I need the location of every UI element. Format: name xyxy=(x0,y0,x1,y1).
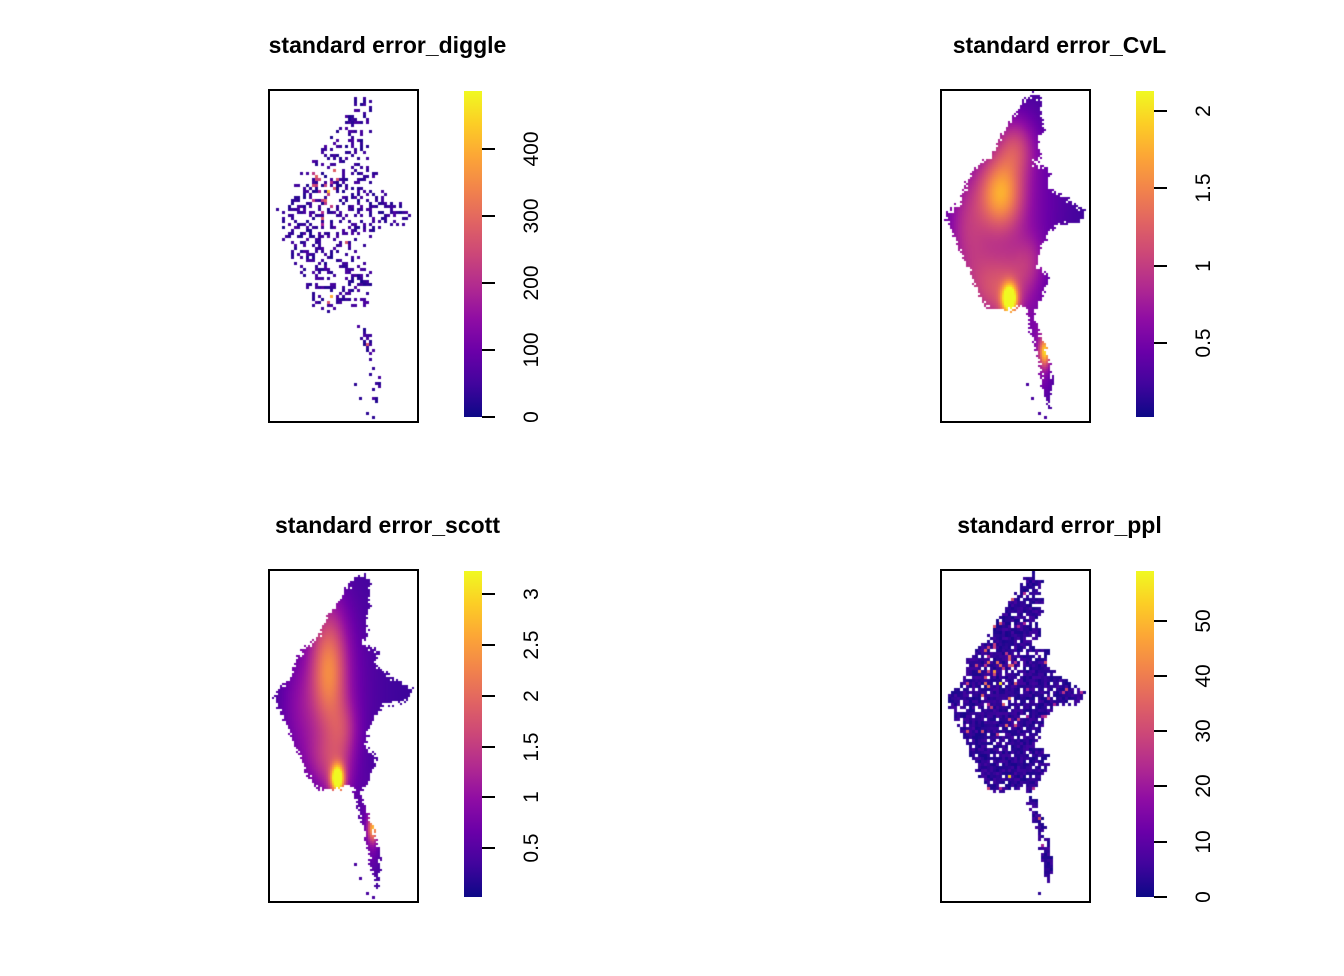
colorbar-tick xyxy=(1154,730,1167,733)
colorbar-tick-label: 2 xyxy=(520,690,543,702)
colorbar-tick xyxy=(482,644,495,647)
panel-standard-error-ppl: standard error_ppl 0 10 20 30 40 50 xyxy=(712,496,1344,976)
map-plot-box-cvl xyxy=(940,89,1091,423)
colorbar-tick xyxy=(1154,785,1167,788)
colorbar-tick-label: 1 xyxy=(1192,259,1215,272)
colorbar-tick xyxy=(482,215,495,218)
colorbar-gradient-scott xyxy=(464,571,482,897)
map-plot-box-diggle xyxy=(268,89,419,423)
colorbar-tick xyxy=(482,349,495,352)
colorbar-tick xyxy=(482,745,495,748)
colorbar-tick-label: 100 xyxy=(520,332,543,368)
map-raster-ppl xyxy=(942,571,1089,901)
map-plot-box-ppl xyxy=(940,569,1091,903)
colorbar-tick-label: 0 xyxy=(520,411,543,423)
colorbar-tick xyxy=(1154,264,1167,267)
panel-title-ppl: standard error_ppl xyxy=(957,512,1162,538)
colorbar-tick-label: 300 xyxy=(520,198,543,234)
colorbar-tick-label: 50 xyxy=(1192,609,1215,633)
colorbar-tick xyxy=(1154,341,1167,344)
colorbar-tick xyxy=(482,416,495,418)
colorbar-tick-label: 400 xyxy=(520,131,543,167)
panel-standard-error-cvl: standard error_CvL 0.5 1 1.5 2 xyxy=(712,16,1344,496)
colorbar-tick-label: 10 xyxy=(1192,830,1215,854)
colorbar-tick-label: 1 xyxy=(520,791,543,804)
panel-title-diggle: standard error_diggle xyxy=(268,32,507,58)
colorbar-tick-label: 0.5 xyxy=(520,833,543,863)
colorbar-tick-label: 0 xyxy=(1192,891,1215,903)
colorbar-tick xyxy=(1154,110,1167,113)
colorbar-tick-label: 200 xyxy=(520,265,543,301)
colorbar-tick xyxy=(482,847,495,850)
colorbar-tick xyxy=(482,148,495,151)
colorbar-tick xyxy=(482,593,495,596)
colorbar-tick-label: 3 xyxy=(520,588,543,601)
panel-standard-error-diggle: standard error_diggle 0 100 200 300 400 xyxy=(40,16,712,496)
colorbar-tick-label: 30 xyxy=(1192,719,1215,743)
colorbar-tick-label: 40 xyxy=(1192,664,1215,688)
panel-title-cvl: standard error_CvL xyxy=(952,32,1167,58)
colorbar-tick xyxy=(1154,840,1167,843)
colorbar-tick xyxy=(482,282,495,285)
colorbar-gradient-diggle xyxy=(464,91,482,417)
colorbar-gradient-ppl xyxy=(1136,571,1154,897)
colorbar-tick-label: 2 xyxy=(1192,105,1215,117)
colorbar-tick-label: 20 xyxy=(1192,774,1215,799)
map-raster-scott xyxy=(270,571,417,901)
colorbar-tick-label: 0.5 xyxy=(1192,328,1215,358)
panel-title-scott: standard error_scott xyxy=(275,512,500,538)
panel-standard-error-scott: standard error_scott 0.5 1 1.5 2 2.5 3 xyxy=(40,496,712,976)
colorbar-tick xyxy=(1154,674,1167,677)
map-raster-diggle xyxy=(270,91,417,421)
colorbar-tick-label: 1.5 xyxy=(1192,173,1215,203)
colorbar-tick xyxy=(482,694,495,697)
colorbar-tick xyxy=(1154,896,1167,898)
colorbar-tick xyxy=(1154,619,1167,622)
colorbar-tick xyxy=(1154,187,1167,190)
colorbar-tick xyxy=(482,796,495,799)
colorbar-gradient-cvl xyxy=(1136,91,1154,417)
colorbar-tick-label: 1.5 xyxy=(520,732,543,762)
map-raster-cvl xyxy=(942,91,1089,421)
colorbar-tick-label: 2.5 xyxy=(520,630,543,660)
map-plot-box-scott xyxy=(268,569,419,903)
